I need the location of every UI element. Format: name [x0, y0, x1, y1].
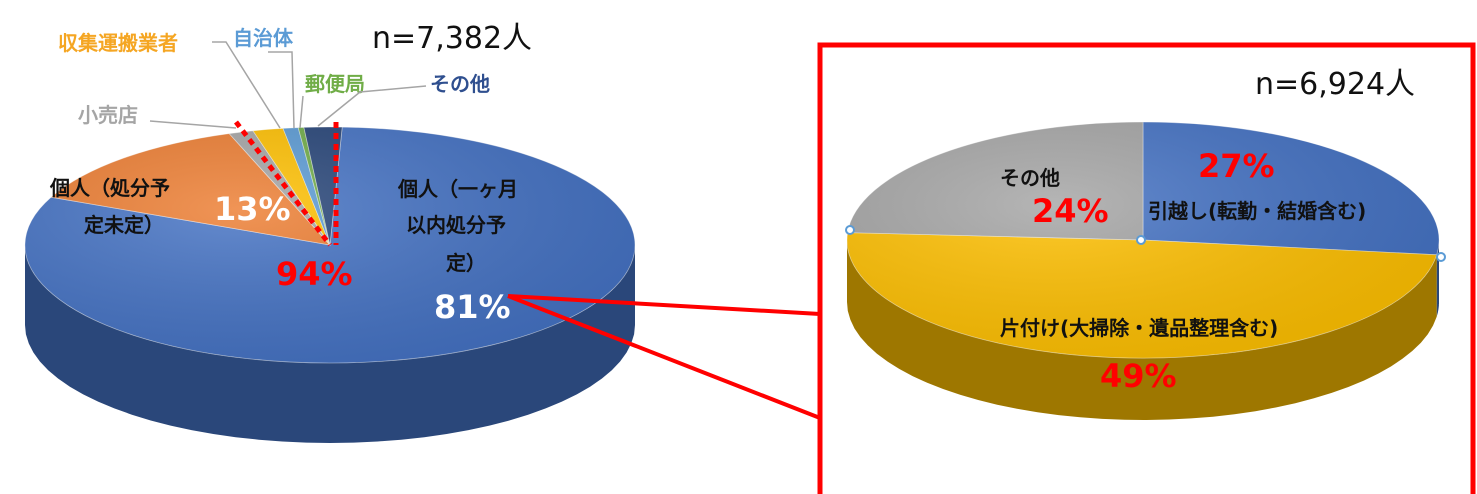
left-leader-lines	[149, 41, 427, 129]
left-n-label: n=7,382人	[372, 21, 532, 56]
label-individual-month-2: 以内処分予	[406, 213, 506, 237]
share-94-dotted-bracket	[234, 120, 339, 247]
detail-box	[817, 42, 1476, 494]
pct-individual-undecided: 13%	[214, 190, 291, 228]
pct-moving: 27%	[1198, 147, 1275, 185]
label-municipality: 自治体	[233, 26, 294, 50]
leader-other	[317, 85, 427, 127]
label-other-left: その他	[430, 72, 490, 96]
pct-tidying: 49%	[1100, 357, 1177, 395]
pct-individual-month: 81%	[434, 288, 511, 326]
pct-total-annotation: 94%	[276, 255, 353, 293]
connector-lower	[507, 294, 821, 420]
right-n-label: n=6,924人	[1255, 67, 1415, 102]
label-other-right: その他	[1000, 166, 1060, 190]
leader-collector	[212, 41, 281, 129]
selection-handles	[845, 225, 1446, 262]
right-pie-side-tidying	[847, 240, 1437, 420]
label-retailer: 小売店	[78, 103, 138, 127]
leader-municipality	[268, 51, 295, 129]
leader-retailer	[149, 120, 237, 129]
connector-upper	[507, 294, 821, 316]
label-individual-undecided-1: 個人（処分予	[49, 176, 170, 200]
label-individual-undecided-2: 定未定）	[84, 213, 164, 237]
label-tidying: 片付け(大掃除・遺品整理含む)	[1000, 316, 1278, 340]
left-pie-side-individual-month	[25, 245, 635, 443]
selection-handle-left	[845, 225, 855, 235]
zoom-connector-lines	[507, 294, 821, 420]
leader-post-office	[299, 95, 304, 129]
selection-handle-center	[1136, 235, 1146, 245]
label-collector: 収集運搬業者	[58, 31, 178, 55]
label-post-office: 郵便局	[305, 72, 365, 96]
label-moving: 引越し(転勤・結婚含む)	[1148, 199, 1366, 223]
dotted-line-left	[234, 120, 332, 247]
left-pie-side-walls	[25, 245, 635, 443]
pct-other-right: 24%	[1032, 192, 1109, 230]
label-individual-month-3: 定）	[446, 251, 486, 275]
selection-handle-right	[1436, 252, 1446, 262]
label-individual-month-1: 個人（一ヶ月	[397, 177, 518, 201]
